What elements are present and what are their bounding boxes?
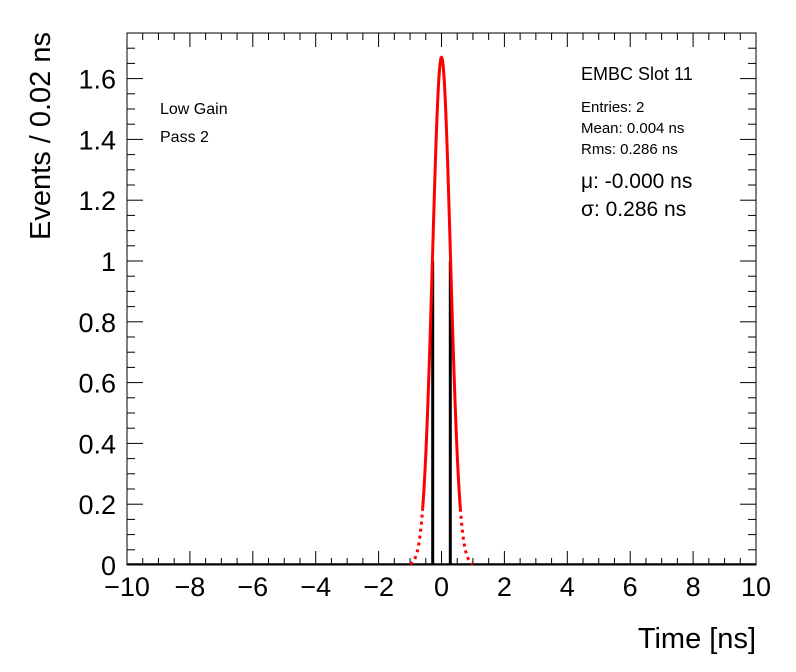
- x-tick-label: −4: [300, 572, 331, 602]
- x-tick-label: −6: [237, 572, 268, 602]
- stats-entries: Entries: 2: [581, 99, 644, 116]
- stats-rms: Rms: 0.286 ns: [581, 141, 678, 158]
- x-tick-labels: −10 −8 −6 −4 −2 0 2 4 6 8 10: [104, 572, 771, 602]
- fit-curve: [421, 55, 462, 509]
- x-tick-label: −10: [104, 572, 150, 602]
- x-tick-label: 4: [560, 572, 575, 602]
- stats-title: EMBC Slot 11: [581, 64, 693, 84]
- x-axis-label: Time [ns]: [638, 623, 756, 655]
- histogram-bars: [127, 261, 756, 565]
- stats-sigma: σ: 0.286 ns: [581, 198, 686, 221]
- x-tick-label: 10: [741, 572, 771, 602]
- y-tick-label: 0.6: [78, 369, 116, 399]
- stats-mean: Mean: 0.004 ns: [581, 120, 684, 137]
- axis-ticks: [126, 32, 757, 566]
- y-tick-label: 1: [101, 247, 116, 277]
- y-tick-label: 0.8: [78, 308, 116, 338]
- x-tick-label: 0: [434, 572, 449, 602]
- fit-tail-left: [409, 508, 425, 566]
- x-tick-label: 6: [623, 572, 638, 602]
- y-tick-label: 0: [101, 551, 116, 581]
- y-tick-label: 1.6: [78, 65, 116, 95]
- x-tick-label: 2: [497, 572, 512, 602]
- y-tick-label: 0.4: [78, 429, 116, 459]
- stats-mu: μ: -0.000 ns: [581, 170, 692, 193]
- x-tick-label: 8: [686, 572, 701, 602]
- y-tick-label: 0.2: [78, 490, 116, 520]
- y-axis-label: Events / 0.02 ns: [25, 32, 57, 240]
- x-tick-label: −8: [175, 572, 206, 602]
- gaussian-fit: [409, 55, 474, 566]
- label-pass: Pass 2: [160, 129, 209, 146]
- x-tick-label: −2: [363, 572, 394, 602]
- y-tick-label: 1.4: [78, 125, 116, 155]
- y-tick-label: 1.2: [78, 186, 116, 216]
- y-tick-labels: 0 0.2 0.4 0.6 0.8 1 1.2 1.4 1.6: [78, 65, 116, 581]
- label-low-gain: Low Gain: [160, 101, 228, 118]
- fit-tail-right: [458, 508, 474, 566]
